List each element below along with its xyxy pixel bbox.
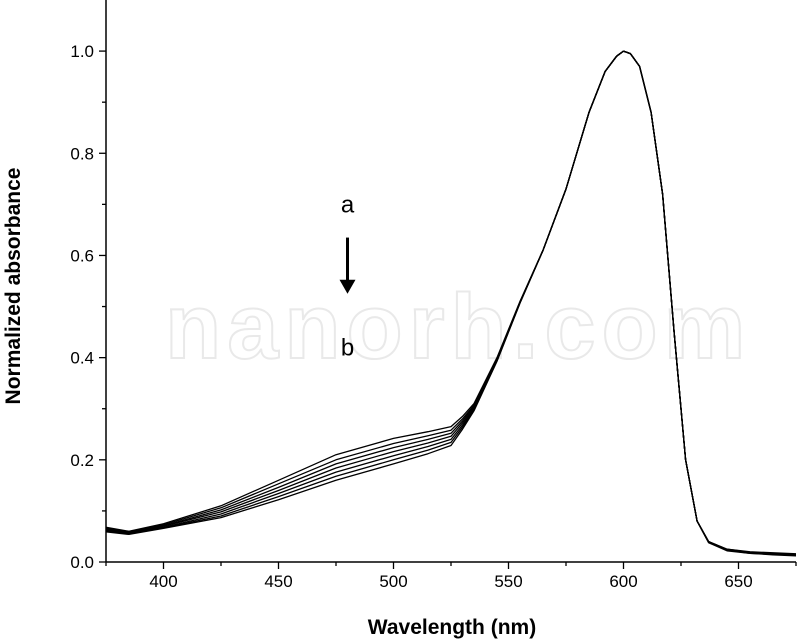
label-a: a bbox=[341, 191, 355, 218]
x-tick-label: 500 bbox=[379, 572, 407, 591]
series-layer bbox=[105, 50, 797, 557]
watermark-text: nanorh.com bbox=[165, 276, 751, 378]
x-tick-label: 450 bbox=[264, 572, 292, 591]
y-tick-label: 0.2 bbox=[70, 451, 94, 470]
y-tick-label: 0.6 bbox=[70, 246, 94, 265]
x-axis-title: Wavelength (nm) bbox=[368, 616, 536, 639]
x-ticks: 400 450 500 550 600 650 bbox=[105, 562, 797, 591]
x-tick-label: 550 bbox=[494, 572, 522, 591]
y-tick-label: 0.8 bbox=[70, 144, 94, 163]
x-tick-label: 600 bbox=[609, 572, 637, 591]
y-axis-title: Normalized absorbance bbox=[2, 168, 25, 405]
y-ticks: 0.0 0.2 0.4 0.6 0.8 1.0 bbox=[70, 42, 106, 572]
label-b: b bbox=[341, 334, 354, 361]
decrease-arrow-head-icon bbox=[339, 279, 356, 294]
y-tick-label: 0.0 bbox=[70, 553, 94, 572]
series-line-b bbox=[105, 50, 797, 557]
y-tick-label: 1.0 bbox=[70, 42, 94, 61]
x-tick-label: 400 bbox=[149, 572, 177, 591]
annotations: a b bbox=[339, 191, 356, 361]
x-tick-label: 650 bbox=[724, 572, 752, 591]
watermark: nanorh.com bbox=[164, 275, 751, 379]
y-tick-label: 0.4 bbox=[70, 349, 94, 368]
plot-area: 400 450 500 550 600 650 0.0 0.2 0.4 0.6 0.8 1.0 a … bbox=[70, 0, 797, 591]
